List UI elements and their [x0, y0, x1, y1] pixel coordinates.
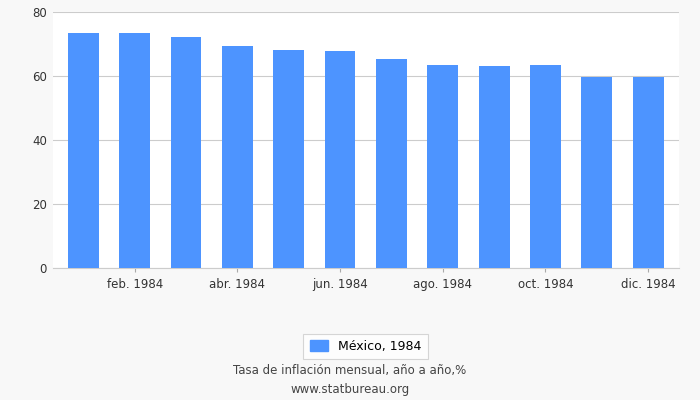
Bar	[582, 77, 612, 268]
Bar	[171, 37, 202, 268]
Bar	[479, 66, 510, 268]
Bar	[325, 51, 356, 268]
Bar	[119, 33, 150, 268]
Bar	[633, 77, 664, 268]
Bar	[222, 46, 253, 268]
Bar	[68, 33, 99, 268]
Bar	[376, 59, 407, 268]
Text: Tasa de inflación mensual, año a año,%: Tasa de inflación mensual, año a año,%	[233, 364, 467, 377]
Text: www.statbureau.org: www.statbureau.org	[290, 383, 410, 396]
Legend: México, 1984: México, 1984	[303, 334, 428, 359]
Bar	[530, 65, 561, 268]
Bar	[273, 50, 304, 268]
Bar	[428, 66, 458, 268]
